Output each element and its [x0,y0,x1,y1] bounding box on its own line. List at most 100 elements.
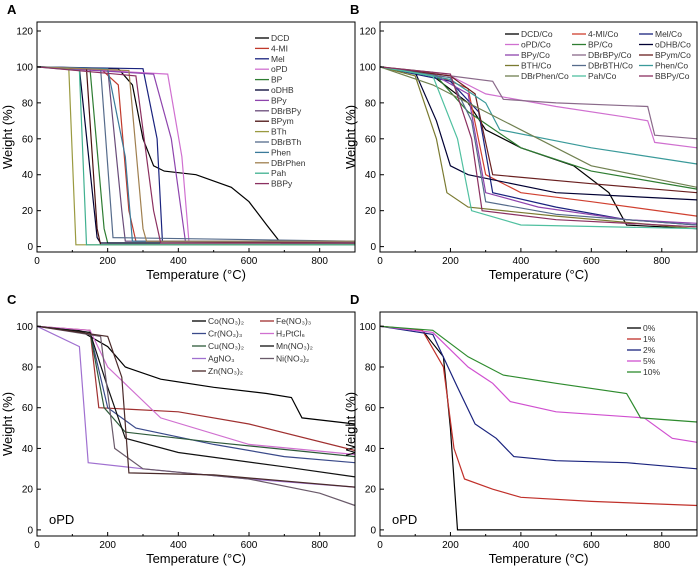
legend-item: oPD [255,64,288,74]
y-tick-label: 100 [359,322,376,333]
series-line-DCD/Co [379,66,698,230]
panel-a: A 0 200 400 600 800 0 20 40 60 80 100 120 Temperature… [0,2,356,282]
legend-item: oPD/Co [505,40,551,50]
y-tick-label: 100 [16,62,33,73]
legend-label: oDHB [271,85,294,95]
panel-b: B 0 200 400 600 800 0 20 40 60 80 100 120 Temperature… [343,2,698,282]
legend-label: DBrBTh [271,137,302,147]
series-line-DBrPhen/Co [379,66,698,188]
y-tick-label: 20 [22,485,34,496]
series-line-Phen/Co [379,66,698,165]
legend-item: Mn(NO₃)₂ [260,341,313,351]
annotation: oPD [49,512,74,527]
legend-label: Phen [271,147,291,157]
x-tick-label: 800 [653,540,670,551]
legend-label: Cu(NO₃)₂ [208,341,244,351]
y-tick-label: 120 [359,26,376,37]
series-line-10% [379,325,698,423]
legend-label: Cr(NO₃)₃ [208,329,242,339]
legend-item: Co(NO₃)₂ [192,316,244,326]
legend-item: BBPy [255,179,293,189]
y-tick-label: 20 [365,206,377,217]
x-tick-label: 600 [583,540,600,551]
series-line-H₂PtCl₆ [36,325,356,456]
legend-label: DBrBTH/Co [588,61,633,71]
legend-label: BTH/Co [521,61,552,71]
legend-item: 4-MI/Co [572,29,619,39]
x-tick-label: 600 [241,256,258,267]
legend-label: 10% [643,367,660,377]
x-tick-label: 0 [377,540,383,551]
legend-item: Fe(NO₃)₃ [260,316,311,326]
plot-frame [36,21,356,253]
series-line-Mel/Co [379,66,698,226]
legend-label: BPym/Co [655,50,691,60]
legend-item: DCD/Co [505,29,553,39]
y-tick-label: 60 [365,403,377,414]
series-line-BBPy/Co [379,66,698,228]
y-tick-label: 80 [365,362,377,373]
legend-item: 2% [627,345,656,355]
y-tick-label: 40 [365,170,377,181]
series-line-DBrBPy/Co [379,66,698,140]
y-tick-label: 0 [370,525,376,536]
legend-label: 1% [643,334,656,344]
y-tick-label: 40 [365,444,377,455]
y-tick-label: 0 [370,242,376,253]
y-tick-label: 0 [27,242,33,253]
x-tick-label: 0 [34,540,40,551]
series-line-BBPy [36,66,355,244]
legend-item: DBrPhen [255,158,306,168]
legend-item: Phen [255,147,291,157]
plot-frame [379,21,698,253]
legend-item: 10% [627,367,660,377]
panel-label: A [7,2,17,17]
legend-label: BP/Co [588,40,613,50]
series-line-BPym [36,66,355,246]
series-line-DCD [36,66,355,244]
legend-item: Mel/Co [639,29,682,39]
legend-item: BPym [255,116,294,126]
series-line-BTh [36,66,355,246]
series-line-BP [36,66,355,244]
legend-item: 1% [627,334,656,344]
legend-label: DBrPhen/Co [521,71,569,81]
legend-label: H₂PtCl₆ [276,329,305,339]
y-tick-label: 100 [16,322,33,333]
x-tick-label: 800 [653,256,670,267]
panel-d: D 0 200 400 600 800 0 20 40 60 80 100 Temperature (°… [343,292,698,566]
series-line-Ni(NO₃)₂ [36,325,356,507]
legend-label: Pah/Co [588,71,617,81]
panel-label: C [7,292,17,307]
legend-item: DBrPhen/Co [505,71,569,81]
legend-label: BP [271,75,283,85]
y-axis-label: Weight (%) [343,392,358,456]
legend-item: H₂PtCl₆ [260,329,305,339]
legend-item: Pah/Co [572,71,617,81]
legend-label: oPD/Co [521,40,551,50]
y-tick-label: 60 [22,403,34,414]
series-line-4-MI [36,66,356,244]
panel-label: B [350,2,359,17]
legend-label: DCD [271,33,289,43]
legend-label: Mel [271,54,285,64]
legend-item: Phen/Co [639,61,688,71]
y-tick-label: 40 [22,444,34,455]
legend-item: Cr(NO₃)₃ [192,329,242,339]
legend-label: DBrPhen [271,158,306,168]
legend-label: Zn(NO₃)₂ [208,366,243,376]
x-tick-label: 800 [311,256,328,267]
legend-label: oPD [271,64,288,74]
legend-label: 2% [643,345,656,355]
legend-label: BPym [271,116,294,126]
x-axis-label: Temperature (°C) [489,551,589,566]
legend-label: 4-MI/Co [588,29,619,39]
series-line-1% [379,325,698,507]
x-axis-label: Temperature (°C) [146,267,246,282]
legend-item: oDHB/Co [639,40,691,50]
legend-item: 5% [627,356,656,366]
legend-label: Co(NO₃)₂ [208,316,244,326]
x-tick-label: 400 [513,540,530,551]
legend-item: Mel [255,54,285,64]
